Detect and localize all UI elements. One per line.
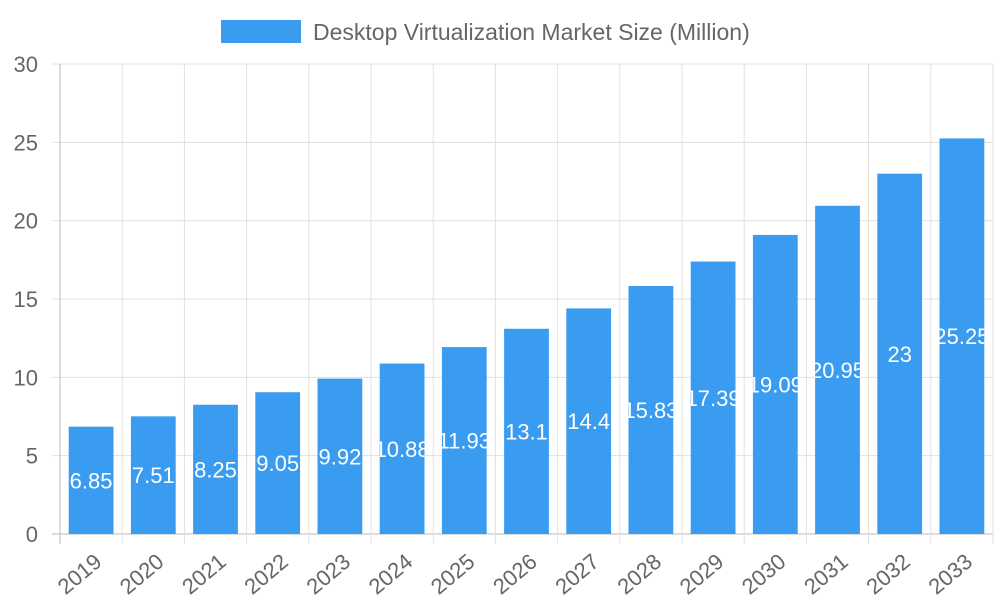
- data-label: 17.39: [686, 386, 741, 411]
- y-tick-label: 20: [14, 209, 38, 234]
- data-label: 11.93: [438, 429, 491, 454]
- bar: [379, 363, 425, 534]
- y-tick-label: 30: [14, 52, 38, 77]
- data-label: 23: [887, 342, 911, 367]
- bar: [193, 404, 238, 534]
- x-tick-label: 2024: [364, 549, 418, 600]
- bar: [628, 285, 674, 534]
- data-label: 20.95: [810, 358, 865, 383]
- grid: [52, 63, 994, 544]
- x-tick-label: 2031: [799, 549, 853, 600]
- bar: [566, 308, 612, 534]
- data-label: 13.1: [505, 419, 548, 444]
- data-label: 9.05: [256, 451, 299, 476]
- bar: [255, 392, 301, 534]
- x-tick-label: 2020: [115, 549, 169, 600]
- x-tick-label: 2029: [675, 549, 729, 600]
- legend-swatch: [221, 20, 301, 43]
- bar: [752, 234, 798, 534]
- legend-label: Desktop Virtualization Market Size (Mill…: [313, 19, 750, 45]
- y-tick-label: 25: [14, 130, 38, 155]
- data-label: 25.25: [934, 324, 989, 349]
- x-tick-label: 2022: [239, 549, 293, 600]
- bar: [877, 173, 923, 534]
- x-tick-label: 2026: [488, 549, 542, 600]
- data-label: 7.51: [132, 463, 175, 488]
- data-label: 10.88: [375, 437, 430, 462]
- x-tick-label: 2030: [737, 549, 791, 600]
- x-tick-label: 2025: [426, 549, 480, 600]
- bar: [815, 205, 860, 535]
- bar: [690, 261, 736, 534]
- bar: [441, 347, 487, 534]
- y-tick-label: 15: [14, 287, 38, 312]
- x-tick-label: 2028: [613, 549, 667, 600]
- bar: [317, 378, 363, 534]
- x-tick-label: 2021: [177, 549, 231, 600]
- data-label: 19.09: [748, 372, 803, 397]
- data-label: 15.83: [623, 398, 678, 423]
- bar: [939, 138, 985, 534]
- x-tick-label: 2019: [53, 549, 107, 600]
- y-tick-label: 10: [14, 365, 38, 390]
- bar: [68, 426, 114, 534]
- bars: 6.85 7.51 8.25 9.05 9.92 10.88 11.93 13.1 14.4 15…: [68, 138, 989, 535]
- x-tick-label: 2033: [924, 549, 978, 600]
- y-tick-label: 5: [26, 444, 38, 469]
- x-tick-label: 2027: [550, 549, 604, 600]
- bar: [504, 328, 549, 534]
- bar: [130, 416, 176, 534]
- x-tick-label: 2023: [302, 549, 356, 600]
- x-tick-label: 2032: [861, 549, 915, 600]
- data-label: 8.25: [194, 457, 237, 482]
- data-label: 6.85: [70, 468, 113, 493]
- data-label: 9.92: [318, 444, 361, 469]
- legend[interactable]: Desktop Virtualization Market Size (Mill…: [221, 19, 750, 45]
- data-label: 14.4: [567, 409, 610, 434]
- y-tick-label: 0: [26, 522, 38, 547]
